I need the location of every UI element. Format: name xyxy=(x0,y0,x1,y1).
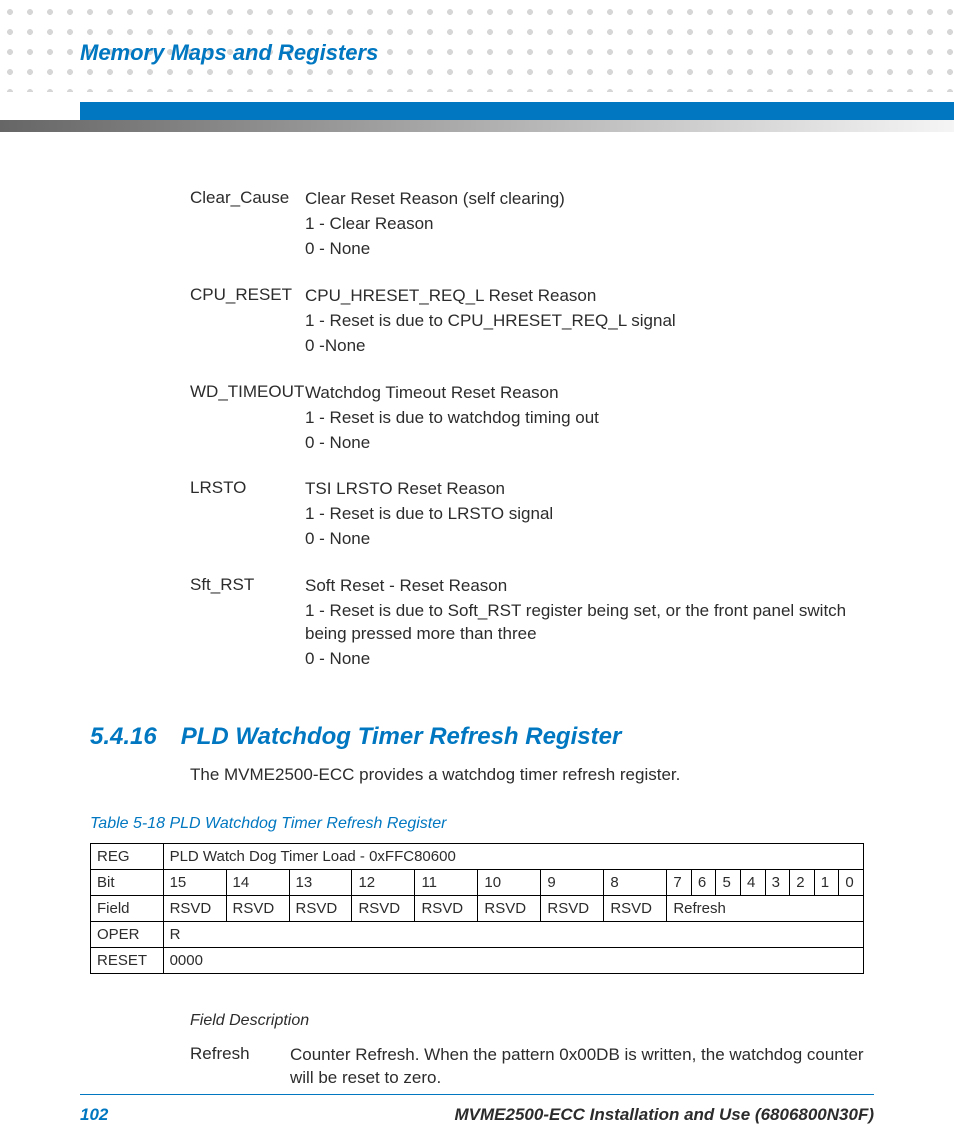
cell-bit: 15 xyxy=(163,870,226,896)
table-row: RESET 0000 xyxy=(91,948,864,974)
cell-bit: 0 xyxy=(839,870,864,896)
definition-value: Soft Reset - Reset Reason 1 - Reset is d… xyxy=(305,569,864,689)
definition-list: Clear_Cause Clear Reset Reason (self cle… xyxy=(90,182,864,689)
section-number: 5.4.16 xyxy=(90,723,157,751)
field-description-heading: Field Description xyxy=(90,1012,864,1030)
cell-bit: 3 xyxy=(765,870,790,896)
cell-bit: 2 xyxy=(790,870,815,896)
cell-field: RSVD xyxy=(541,896,604,922)
footer-page-number: 102 xyxy=(80,1105,108,1125)
section-title: PLD Watchdog Timer Refresh Register xyxy=(181,723,622,751)
cell-bit: 12 xyxy=(352,870,415,896)
section-intro: The MVME2500-ECC provides a watchdog tim… xyxy=(90,765,864,785)
register-table: REG PLD Watch Dog Timer Load - 0xFFC8060… xyxy=(90,843,864,974)
section-heading: 5.4.16 PLD Watchdog Timer Refresh Regist… xyxy=(90,723,864,751)
definition-key: WD_TIMEOUT xyxy=(90,376,305,473)
cell-bit-label: Bit xyxy=(91,870,164,896)
definition-key: Sft_RST xyxy=(90,569,305,689)
cell-bit: 11 xyxy=(415,870,478,896)
cell-bit: 4 xyxy=(741,870,766,896)
cell-bit: 14 xyxy=(226,870,289,896)
footer-doc-title: MVME2500-ECC Installation and Use (68068… xyxy=(455,1105,874,1125)
table-caption: Table 5-18 PLD Watchdog Timer Refresh Re… xyxy=(90,815,864,833)
cell-field: RSVD xyxy=(478,896,541,922)
definition-row: WD_TIMEOUT Watchdog Timeout Reset Reason… xyxy=(90,376,864,473)
definition-value: TSI LRSTO Reset Reason 1 - Reset is due … xyxy=(305,472,864,569)
field-description-label: Refresh xyxy=(190,1044,270,1090)
definition-line: 1 - Reset is due to watchdog timing out xyxy=(305,407,864,430)
cell-reg-label: REG xyxy=(91,844,164,870)
cell-bit: 13 xyxy=(289,870,352,896)
footer-line: 102 MVME2500-ECC Installation and Use (6… xyxy=(80,1105,874,1125)
header-bars xyxy=(0,102,954,132)
table-row: OPER R xyxy=(91,922,864,948)
cell-field: RSVD xyxy=(604,896,667,922)
definition-line: 1 - Clear Reason xyxy=(305,213,864,236)
cell-bit: 5 xyxy=(716,870,741,896)
cell-bit: 7 xyxy=(667,870,692,896)
definition-line: 0 - None xyxy=(305,238,864,261)
header-title: Memory Maps and Registers xyxy=(80,40,378,65)
gradient-bar xyxy=(0,120,954,132)
cell-field-label: Field xyxy=(91,896,164,922)
cell-field: RSVD xyxy=(163,896,226,922)
definition-value: Clear Reset Reason (self clearing) 1 - C… xyxy=(305,182,864,279)
field-description-row: Refresh Counter Refresh. When the patter… xyxy=(90,1044,864,1090)
definition-line: 1 - Reset is due to LRSTO signal xyxy=(305,503,864,526)
page: Memory Maps and Registers Clear_Cause Cl… xyxy=(0,0,954,1145)
cell-oper-label: OPER xyxy=(91,922,164,948)
definition-value: Watchdog Timeout Reset Reason 1 - Reset … xyxy=(305,376,864,473)
page-header: Memory Maps and Registers xyxy=(0,0,954,76)
definition-line: 0 -None xyxy=(305,335,864,358)
definition-key: CPU_RESET xyxy=(90,279,305,376)
definition-row: LRSTO TSI LRSTO Reset Reason 1 - Reset i… xyxy=(90,472,864,569)
definition-line: 0 - None xyxy=(305,432,864,455)
definition-row: CPU_RESET CPU_HRESET_REQ_L Reset Reason … xyxy=(90,279,864,376)
definition-line: CPU_HRESET_REQ_L Reset Reason xyxy=(305,285,864,308)
definition-line: 1 - Reset is due to CPU_HRESET_REQ_L sig… xyxy=(305,310,864,333)
definition-line: TSI LRSTO Reset Reason xyxy=(305,478,864,501)
definition-line: Soft Reset - Reset Reason xyxy=(305,575,864,598)
definition-value: CPU_HRESET_REQ_L Reset Reason 1 - Reset … xyxy=(305,279,864,376)
definition-row: Clear_Cause Clear Reset Reason (self cle… xyxy=(90,182,864,279)
definition-line: 1 - Reset is due to Soft_RST register be… xyxy=(305,600,864,646)
definition-line: Watchdog Timeout Reset Reason xyxy=(305,382,864,405)
cell-reset-value: 0000 xyxy=(163,948,863,974)
cell-field: RSVD xyxy=(415,896,478,922)
cell-bit: 8 xyxy=(604,870,667,896)
definition-key: LRSTO xyxy=(90,472,305,569)
cell-bit: 1 xyxy=(814,870,839,896)
table-row: Bit 15 14 13 12 11 10 9 8 7 6 5 4 3 2 1 … xyxy=(91,870,864,896)
definition-key: Clear_Cause xyxy=(90,182,305,279)
cell-bit: 6 xyxy=(691,870,716,896)
cell-bit: 9 xyxy=(541,870,604,896)
definition-row: Sft_RST Soft Reset - Reset Reason 1 - Re… xyxy=(90,569,864,689)
blue-bar xyxy=(80,102,954,120)
cell-reset-label: RESET xyxy=(91,948,164,974)
table-row: REG PLD Watch Dog Timer Load - 0xFFC8060… xyxy=(91,844,864,870)
cell-field-refresh: Refresh xyxy=(667,896,864,922)
cell-field: RSVD xyxy=(226,896,289,922)
cell-field: RSVD xyxy=(289,896,352,922)
definition-line: Clear Reset Reason (self clearing) xyxy=(305,188,864,211)
cell-reg-value: PLD Watch Dog Timer Load - 0xFFC80600 xyxy=(163,844,863,870)
cell-oper-value: R xyxy=(163,922,863,948)
definition-line: 0 - None xyxy=(305,528,864,551)
table-row: Field RSVD RSVD RSVD RSVD RSVD RSVD RSVD… xyxy=(91,896,864,922)
definition-line: 0 - None xyxy=(305,648,864,671)
cell-bit: 10 xyxy=(478,870,541,896)
cell-field: RSVD xyxy=(352,896,415,922)
footer: 102 MVME2500-ECC Installation and Use (6… xyxy=(0,1094,954,1125)
footer-rule xyxy=(80,1094,874,1095)
content: Clear_Cause Clear Reset Reason (self cle… xyxy=(0,132,954,1110)
field-description-text: Counter Refresh. When the pattern 0x00DB… xyxy=(290,1044,864,1090)
